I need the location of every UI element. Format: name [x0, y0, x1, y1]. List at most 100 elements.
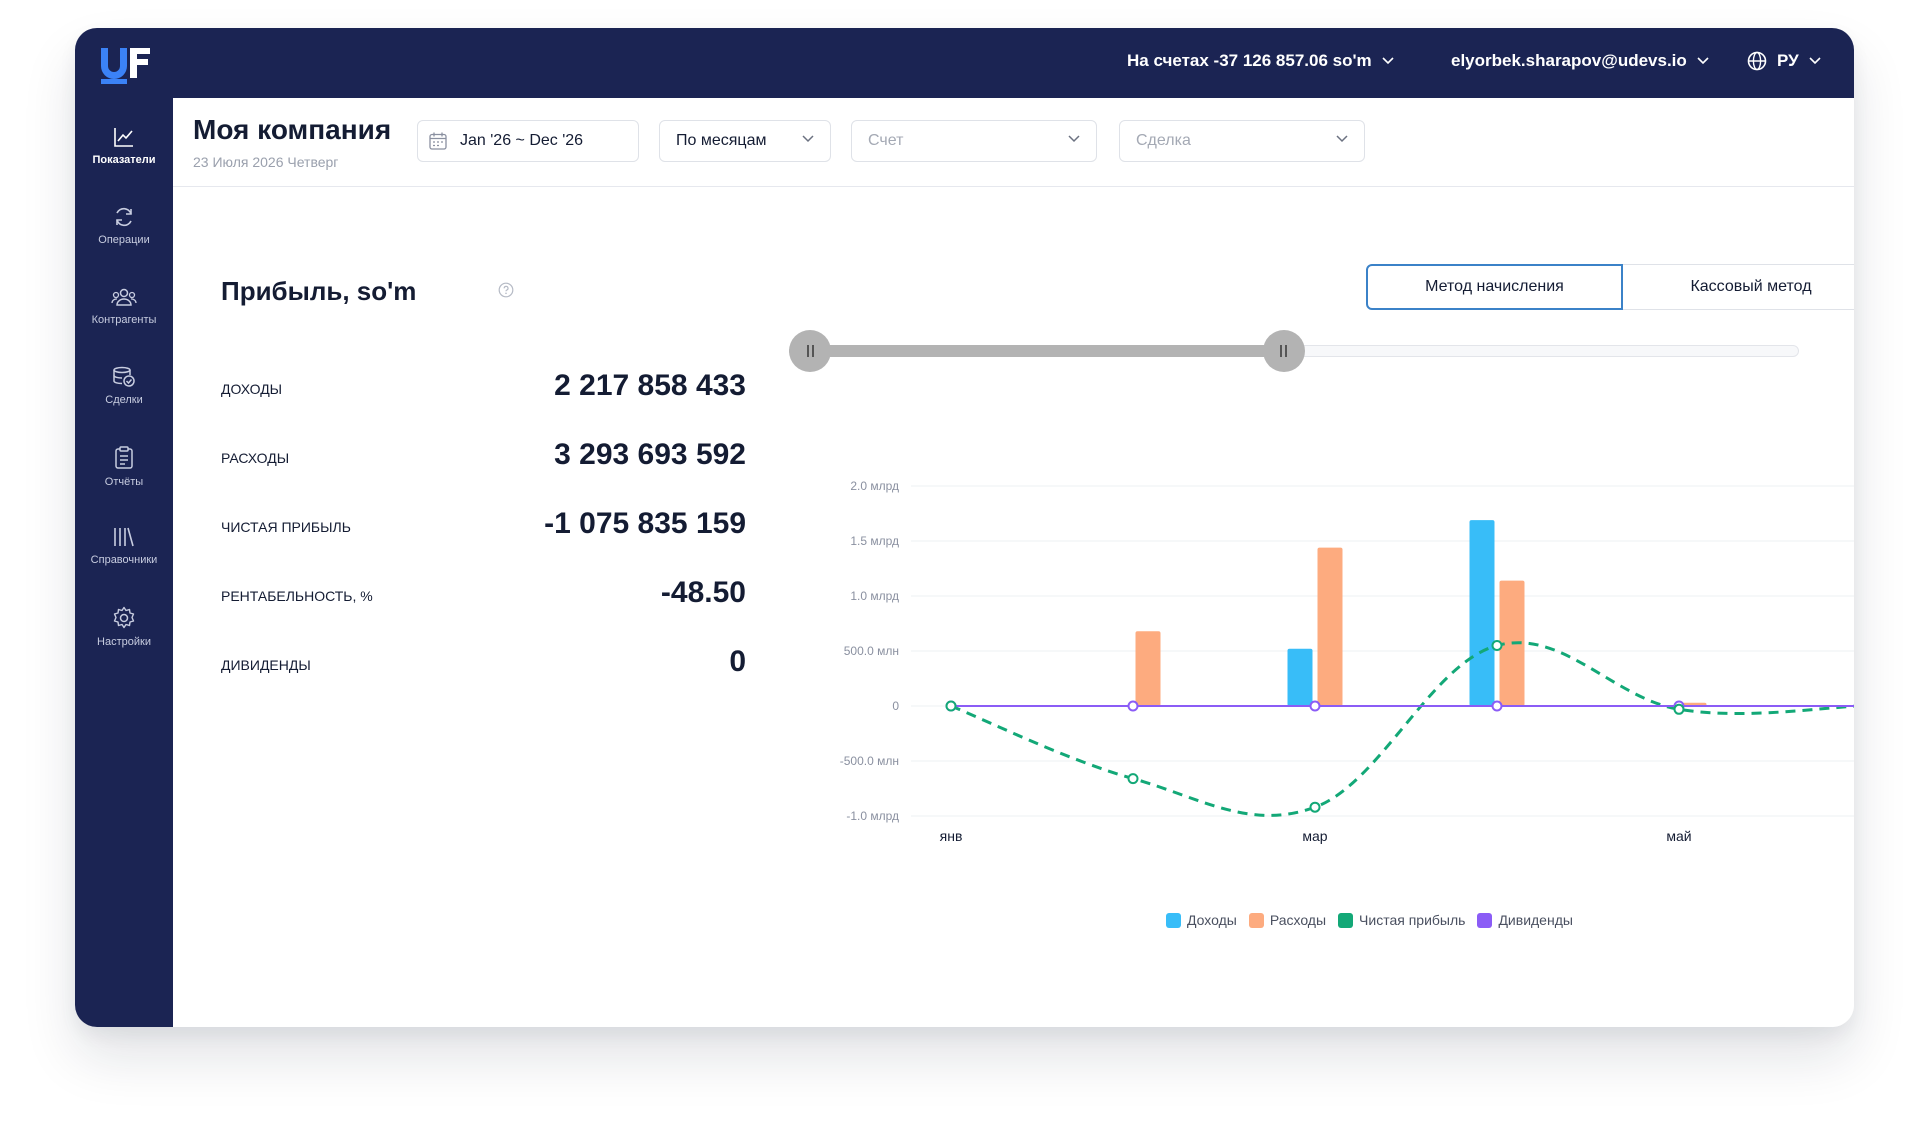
profit-chart: 2.0 млрд 1.5 млрд 1.0 млрд 500.0 млн 0 -500.0…: [840, 479, 1854, 844]
stat-income-value: 2 217 858 433: [554, 369, 746, 402]
stat-dividends-label: ДИВИДЕНДЫ: [221, 657, 311, 673]
sidebar-item-settings[interactable]: Настройки: [75, 606, 173, 676]
bar-Расходы: [1135, 631, 1161, 706]
legend-label: Расходы: [1269, 912, 1327, 928]
sidebar-item-label: Показатели: [92, 154, 156, 166]
globe-icon: [1747, 51, 1767, 71]
stat-expenses-label: РАСХОДЫ: [221, 450, 290, 466]
y-tick-label: 0: [892, 699, 899, 713]
stat-profitability-label: РЕНТАБЕЛЬНОСТЬ, %: [221, 588, 373, 604]
stat-profitability-value: -48.50: [660, 576, 746, 609]
sidebar-item-label: Отчёты: [104, 476, 144, 488]
account-select[interactable]: Счет: [851, 120, 1097, 162]
chevron-down-icon: [1382, 57, 1394, 65]
profit-title: Прибыль, so'm: [221, 276, 417, 306]
sidebar-item-label: Контрагенты: [91, 314, 157, 326]
chart-line-icon: [114, 128, 133, 147]
y-tick-label: 1.0 млрд: [850, 589, 899, 603]
sidebar-item-operations[interactable]: Операции: [75, 206, 173, 276]
stat-net-profit-label: ЧИСТАЯ ПРИБЫЛЬ: [221, 519, 351, 535]
stat-expenses-value: 3 293 693 592: [554, 438, 746, 471]
legend-swatch: [1248, 912, 1264, 928]
legend-label: Чистая прибыль: [1359, 912, 1466, 928]
current-date: 23 Июля 2026 Четверг: [193, 154, 339, 170]
sidebar-item-contractors[interactable]: Контрагенты: [75, 286, 173, 356]
legend-label: Доходы: [1187, 912, 1237, 928]
clipboard-icon: [115, 446, 133, 469]
uf-logo[interactable]: [97, 42, 153, 86]
sidebar-item-label: Операции: [98, 234, 150, 246]
chevron-down-icon: [1068, 135, 1080, 143]
bar-Доходы: [1287, 648, 1313, 706]
point-Чистая прибыль: [1309, 801, 1321, 813]
date-range-value: Jan '26 ~ Dec '26: [460, 132, 584, 149]
language-dropdown[interactable]: РУ: [1747, 51, 1821, 71]
y-tick-label: -500.0 млн: [840, 754, 899, 768]
point-Чистая прибыль: [1127, 773, 1139, 785]
chevron-down-icon: [1809, 57, 1821, 65]
point-Чистая прибыль: [1491, 640, 1503, 651]
user-dropdown[interactable]: elyorbek.sharapov@udevs.io: [1451, 51, 1709, 71]
sidebar-item-label: Сделки: [105, 394, 143, 406]
method-cash-button[interactable]: Кассовый метод: [1623, 264, 1854, 310]
stat-income-label: ДОХОДЫ: [221, 381, 283, 397]
company-title: Моя компания: [193, 114, 392, 145]
gear-icon: [113, 606, 135, 629]
help-icon[interactable]: [498, 282, 514, 298]
bar-Доходы: [1469, 520, 1495, 706]
range-slider-start-handle[interactable]: [789, 330, 831, 372]
bar-Расходы: [1317, 547, 1343, 706]
grouping-select[interactable]: По месяцам: [659, 120, 831, 162]
database-check-icon: [113, 366, 135, 387]
sidebar-item-label: Справочники: [90, 554, 158, 566]
chart-legend: Доходы Расходы Чистая прибыль Дивиденды: [1166, 912, 1573, 928]
deal-select[interactable]: Сделка: [1119, 120, 1365, 162]
sidebar-item-indicators[interactable]: Показатели: [75, 126, 173, 196]
top-bar: На счетах -37 126 857.06 so'm elyorbek.s…: [75, 28, 1854, 98]
range-slider-fill: [789, 345, 1284, 357]
x-tick-label: май: [1666, 828, 1691, 844]
stat-dividends-value: 0: [729, 645, 746, 678]
account-placeholder: Счет: [868, 132, 904, 149]
point-Дивиденды: [1127, 700, 1139, 712]
x-tick-label: мар: [1302, 828, 1327, 844]
y-tick-label: -1.0 млрд: [846, 809, 899, 823]
y-tick-label: 1.5 млрд: [850, 534, 899, 548]
sidebar-item-deals[interactable]: Сделки: [75, 366, 173, 436]
method-accrual-button[interactable]: Метод начисления: [1366, 264, 1623, 310]
legend-item[interactable]: Дивиденды: [1477, 912, 1573, 928]
sidebar: Показатели Операции Контрагенты: [75, 98, 173, 1027]
app-window: На счетах -37 126 857.06 so'm elyorbek.s…: [75, 28, 1854, 1027]
point-Чистая прибыль: [945, 700, 957, 712]
sidebar-item-label: Настройки: [97, 636, 151, 648]
library-icon: [114, 527, 134, 547]
y-tick-label: 2.0 млрд: [850, 479, 899, 493]
legend-label: Дивиденды: [1498, 912, 1573, 928]
y-tick-label: 500.0 млн: [844, 644, 899, 658]
legend-swatch: [1477, 912, 1493, 928]
stat-net-profit-value: -1 075 835 159: [544, 507, 746, 540]
chevron-down-icon: [802, 135, 814, 143]
point-Чистая прибыль: [1673, 703, 1685, 715]
legend-item[interactable]: Доходы: [1166, 912, 1237, 928]
legend-swatch: [1338, 912, 1354, 928]
legend-item[interactable]: Чистая прибыль: [1338, 912, 1465, 928]
chevron-down-icon: [1697, 57, 1709, 65]
date-range-picker[interactable]: Jan '26 ~ Dec '26: [417, 120, 639, 162]
main-content: Моя компания 23 Июля 2026 Четверг Jan '2…: [173, 98, 1854, 1027]
balance-text: На счетах -37 126 857.06 so'm: [1127, 51, 1372, 70]
calendar-icon: [429, 132, 447, 150]
language-label: РУ: [1777, 51, 1799, 70]
header-divider: [173, 186, 1854, 187]
refresh-icon: [116, 207, 132, 227]
range-slider-end-handle[interactable]: [1262, 330, 1305, 372]
point-Дивиденды: [1309, 700, 1321, 712]
legend-item[interactable]: Расходы: [1248, 912, 1327, 928]
chevron-down-icon: [1336, 135, 1348, 143]
line-Чистая прибыль: [950, 641, 1854, 817]
balance-dropdown[interactable]: На счетах -37 126 857.06 so'm: [1127, 51, 1394, 71]
users-icon: [111, 288, 137, 306]
legend-swatch: [1166, 912, 1181, 928]
sidebar-item-references[interactable]: Справочники: [75, 526, 173, 596]
sidebar-item-reports[interactable]: Отчёты: [75, 446, 173, 516]
